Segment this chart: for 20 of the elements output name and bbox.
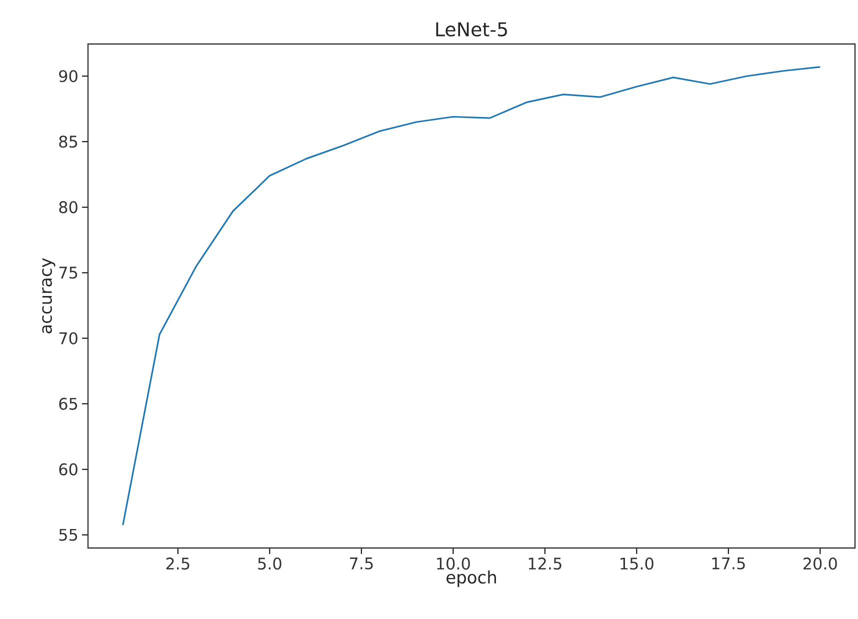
chart-title: LeNet-5 [436,22,507,36]
x-axis-title: epoch [446,570,496,587]
y-tick-label: 65 [59,398,78,410]
y-axis-title: accuracy [42,258,56,334]
x-tick-label: 17.5 [712,558,745,570]
x-tick-label: 5.0 [258,558,282,570]
y-tick-label: 55 [59,528,78,541]
y-tick-label: 80 [59,201,78,214]
x-tick-label: 2.5 [166,558,190,570]
y-tick-label: 60 [59,463,78,476]
y-tick-label: 85 [59,136,78,148]
x-tick-label: 15.0 [620,558,654,570]
y-tick-label: 70 [59,332,78,344]
line-series [122,66,821,526]
y-tick-label: 75 [59,266,78,279]
x-tick-label: 12.5 [528,558,562,570]
x-tick-label: 10.0 [437,558,470,570]
x-tick-label: 7.5 [350,558,373,570]
x-tick-label: 20.0 [804,558,837,570]
y-tick-label: 90 [59,70,78,82]
